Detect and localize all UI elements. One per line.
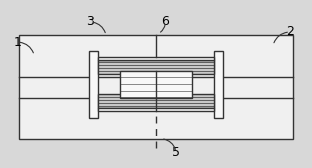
- Text: 2: 2: [286, 25, 294, 38]
- Bar: [120, 71, 192, 98]
- Text: 1: 1: [13, 35, 21, 49]
- Text: 3: 3: [86, 15, 95, 28]
- Bar: [89, 51, 98, 118]
- Text: 5: 5: [172, 145, 180, 159]
- Bar: [98, 60, 214, 74]
- Bar: [98, 57, 214, 60]
- Text: 6: 6: [161, 15, 169, 28]
- Bar: [214, 51, 223, 118]
- Bar: [98, 108, 214, 111]
- Bar: [19, 35, 293, 139]
- Bar: [98, 94, 214, 108]
